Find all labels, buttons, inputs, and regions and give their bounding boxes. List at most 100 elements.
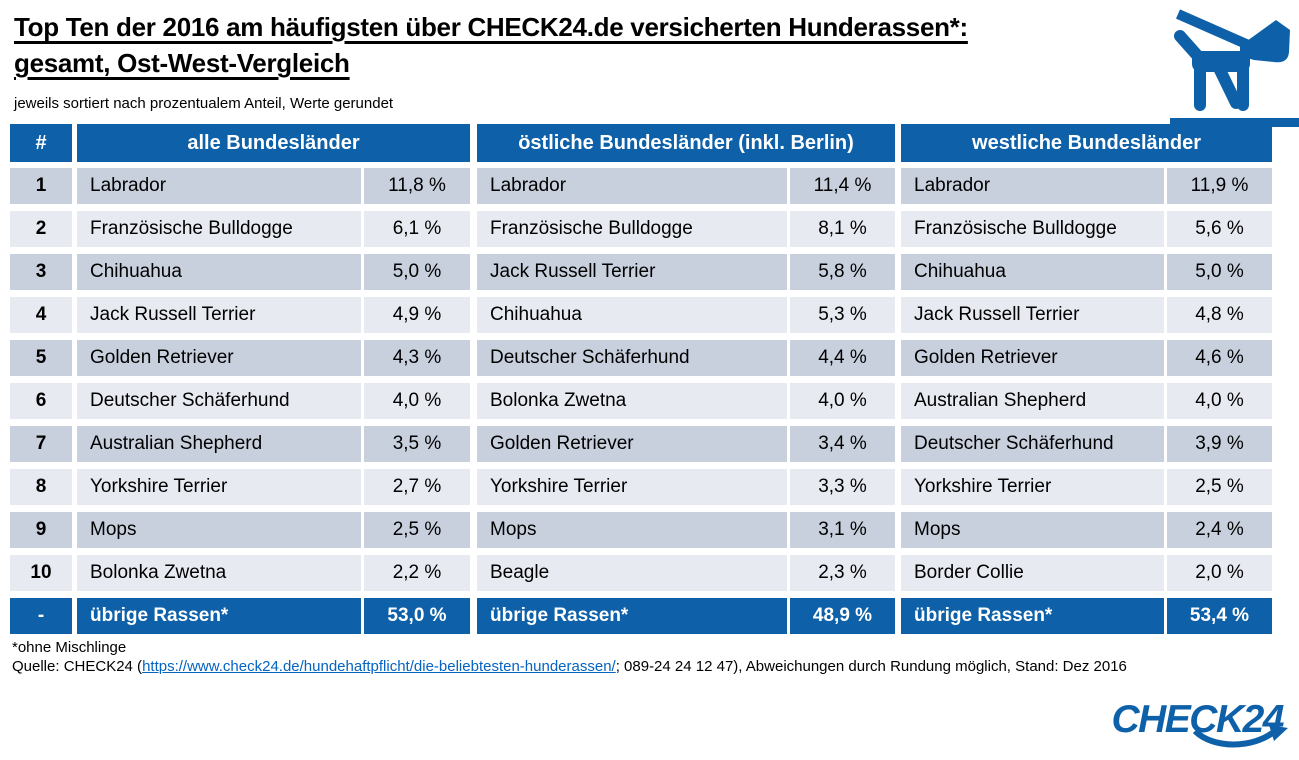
percent-cell-all: 2,5 % <box>364 512 470 548</box>
percent-cell-west: 5,6 % <box>1167 211 1272 247</box>
percent-cell-east: 3,1 % <box>790 512 895 548</box>
percent-cell-west: 2,0 % <box>1167 555 1272 591</box>
table-row: 5 Golden Retriever 4,3 % Deutscher Schäferh… <box>10 340 1272 376</box>
breed-cell-all: Jack Russell Terrier <box>77 297 361 333</box>
rank-cell: 9 <box>10 512 72 548</box>
breed-cell-east: Mops <box>477 512 787 548</box>
percent-cell-west: 2,4 % <box>1167 512 1272 548</box>
breed-cell-west: Labrador <box>901 168 1164 204</box>
column-header-eastern-states: östliche Bundesländer (inkl. Berlin) <box>477 124 895 162</box>
breed-cell-west: Französische Bulldogge <box>901 211 1164 247</box>
percent-cell-all: 4,9 % <box>364 297 470 333</box>
breed-cell-west: Chihuahua <box>901 254 1164 290</box>
percent-cell-east: 48,9 % <box>790 598 895 634</box>
breed-cell-east: Labrador <box>477 168 787 204</box>
table-row: 4 Jack Russell Terrier 4,9 % Chihuahua 5,3 %… <box>10 297 1272 333</box>
percent-cell-east: 4,4 % <box>790 340 895 376</box>
column-header-all-states: alle Bundesländer <box>77 124 470 162</box>
percent-cell-all: 3,5 % <box>364 426 470 462</box>
percent-cell-east: 8,1 % <box>790 211 895 247</box>
percent-cell-east: 3,3 % <box>790 469 895 505</box>
percent-cell-all: 6,1 % <box>364 211 470 247</box>
percent-cell-east: 5,3 % <box>790 297 895 333</box>
percent-cell-west: 4,0 % <box>1167 383 1272 419</box>
rank-column-header: # <box>10 124 72 162</box>
percent-cell-west: 3,9 % <box>1167 426 1272 462</box>
breed-cell-east: Golden Retriever <box>477 426 787 462</box>
breed-cell-all: übrige Rassen* <box>77 598 361 634</box>
rank-cell: 10 <box>10 555 72 591</box>
breed-table: # alle Bundesländer östliche Bundeslände… <box>10 124 1272 641</box>
percent-cell-all: 4,0 % <box>364 383 470 419</box>
column-header-western-states: westliche Bundesländer <box>901 124 1272 162</box>
table-row: 9 Mops 2,5 % Mops 3,1 % Mops 2,4 % <box>10 512 1272 548</box>
source-link[interactable]: https://www.check24.de/hundehaftpflicht/… <box>142 658 616 675</box>
breed-cell-west: übrige Rassen* <box>901 598 1164 634</box>
percent-cell-west: 2,5 % <box>1167 469 1272 505</box>
table-row: 10 Bolonka Zwetna 2,2 % Beagle 2,3 % Border C… <box>10 555 1272 591</box>
percent-cell-all: 53,0 % <box>364 598 470 634</box>
percent-cell-east: 3,4 % <box>790 426 895 462</box>
rank-cell: 2 <box>10 211 72 247</box>
breed-cell-all: Französische Bulldogge <box>77 211 361 247</box>
breed-cell-west: Yorkshire Terrier <box>901 469 1164 505</box>
breed-cell-all: Australian Shepherd <box>77 426 361 462</box>
breed-cell-west: Jack Russell Terrier <box>901 297 1164 333</box>
source-line: Quelle: CHECK24 (https://www.check24.de/… <box>12 658 1127 675</box>
breed-cell-east: Bolonka Zwetna <box>477 383 787 419</box>
breed-cell-east: Beagle <box>477 555 787 591</box>
breed-cell-west: Golden Retriever <box>901 340 1164 376</box>
percent-cell-all: 4,3 % <box>364 340 470 376</box>
percent-cell-east: 4,0 % <box>790 383 895 419</box>
breed-cell-west: Australian Shepherd <box>901 383 1164 419</box>
breed-cell-east: Deutscher Schäferhund <box>477 340 787 376</box>
table-row: 1 Labrador 11,8 % Labrador 11,4 % Labrador 11,… <box>10 168 1272 204</box>
breed-cell-east: Französische Bulldogge <box>477 211 787 247</box>
breed-cell-east: Jack Russell Terrier <box>477 254 787 290</box>
breed-cell-all: Golden Retriever <box>77 340 361 376</box>
title-line-2: gesamt, Ost-West-Vergleich <box>14 47 350 78</box>
breed-cell-west: Mops <box>901 512 1164 548</box>
percent-cell-all: 5,0 % <box>364 254 470 290</box>
percent-cell-west: 4,6 % <box>1167 340 1272 376</box>
page-title: Top Ten der 2016 am häufigsten über CHEC… <box>14 10 968 82</box>
percent-cell-all: 2,2 % <box>364 555 470 591</box>
curved-arrow-icon <box>1192 725 1288 748</box>
table-row: 8 Yorkshire Terrier 2,7 % Yorkshire Terrier… <box>10 469 1272 505</box>
rank-cell: 8 <box>10 469 72 505</box>
percent-cell-west: 4,8 % <box>1167 297 1272 333</box>
breed-cell-all: Chihuahua <box>77 254 361 290</box>
percent-cell-all: 11,8 % <box>364 168 470 204</box>
breed-cell-all: Yorkshire Terrier <box>77 469 361 505</box>
breed-cell-all: Labrador <box>77 168 361 204</box>
rank-cell: 4 <box>10 297 72 333</box>
check24-logo: CHECK24 <box>1111 698 1288 748</box>
title-line-1: Top Ten der 2016 am häufigsten über CHEC… <box>14 12 968 42</box>
percent-cell-west: 53,4 % <box>1167 598 1272 634</box>
footnote: *ohne Mischlinge <box>12 639 127 656</box>
rank-cell: - <box>10 598 72 634</box>
source-prefix: Quelle: CHECK24 ( <box>12 658 143 675</box>
table-header-row: # alle Bundesländer östliche Bundeslände… <box>10 124 1272 162</box>
table-summary-row: - übrige Rassen* 53,0 % übrige Rassen* 48,9 … <box>10 598 1272 634</box>
breed-cell-all: Deutscher Schäferhund <box>77 383 361 419</box>
subtitle: jeweils sortiert nach prozentualem Antei… <box>14 95 394 112</box>
breed-cell-west: Border Collie <box>901 555 1164 591</box>
breed-cell-all: Mops <box>77 512 361 548</box>
rank-cell: 1 <box>10 168 72 204</box>
dog-on-leash-icon <box>1170 9 1299 127</box>
percent-cell-west: 11,9 % <box>1167 168 1272 204</box>
source-suffix: ; 089-24 24 12 47), Abweichungen durch R… <box>615 658 1127 675</box>
table-row: 7 Australian Shepherd 3,5 % Golden Retrieve… <box>10 426 1272 462</box>
percent-cell-east: 5,8 % <box>790 254 895 290</box>
breed-cell-west: Deutscher Schäferhund <box>901 426 1164 462</box>
percent-cell-west: 5,0 % <box>1167 254 1272 290</box>
rank-cell: 7 <box>10 426 72 462</box>
table-row: 6 Deutscher Schäferhund 4,0 % Bolonka Zwetn… <box>10 383 1272 419</box>
table-row: 3 Chihuahua 5,0 % Jack Russell Terrier 5,8 %… <box>10 254 1272 290</box>
breed-cell-all: Bolonka Zwetna <box>77 555 361 591</box>
percent-cell-all: 2,7 % <box>364 469 470 505</box>
rank-cell: 3 <box>10 254 72 290</box>
rank-cell: 5 <box>10 340 72 376</box>
